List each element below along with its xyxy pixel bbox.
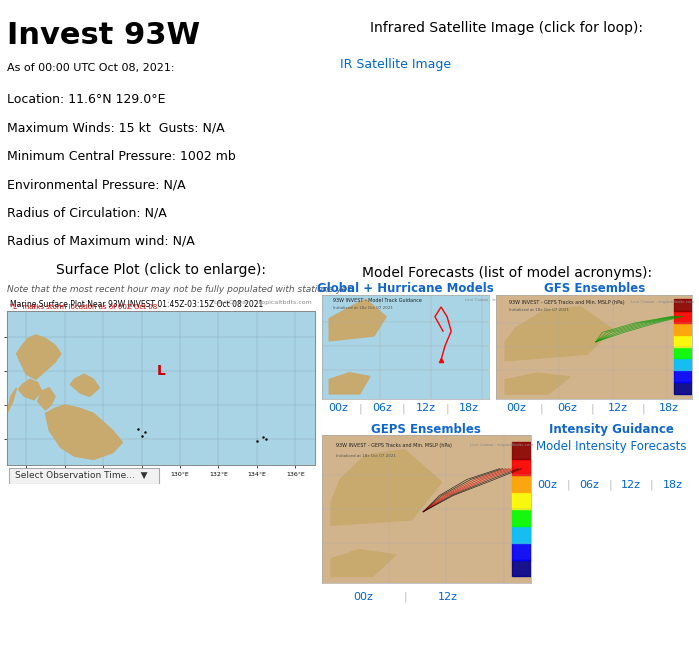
- Text: Initialized at 18z Oct 07 2021: Initialized at 18z Oct 07 2021: [333, 306, 394, 310]
- Text: "L" marks storm location as of 00Z Oct 08: "L" marks storm location as of 00Z Oct 0…: [10, 304, 157, 310]
- Text: Levi Cowan - tropicaltbdts.com: Levi Cowan - tropicaltbdts.com: [470, 443, 533, 447]
- Text: 00z: 00z: [354, 592, 373, 602]
- Polygon shape: [45, 405, 122, 459]
- Text: 00z: 00z: [506, 403, 526, 413]
- Bar: [512, 559, 531, 577]
- Text: 93W INVEST - GEFS Tracks and Min. MSLP (hPa): 93W INVEST - GEFS Tracks and Min. MSLP (…: [510, 301, 625, 305]
- Text: |: |: [402, 403, 405, 413]
- Text: 06z: 06z: [557, 403, 577, 413]
- Text: |: |: [650, 480, 654, 490]
- Text: Select Observation Time...  ▼: Select Observation Time... ▼: [15, 471, 147, 480]
- Text: 18z: 18z: [658, 403, 679, 413]
- Bar: [675, 335, 692, 347]
- Text: Initialized at 18z Oct 07 2021: Initialized at 18z Oct 07 2021: [336, 454, 396, 458]
- Bar: [675, 323, 692, 335]
- Polygon shape: [331, 450, 442, 525]
- Text: Levi Cowan - tropicaltbdts.com: Levi Cowan - tropicaltbdts.com: [465, 299, 528, 302]
- Text: As of 00:00 UTC Oct 08, 2021:: As of 00:00 UTC Oct 08, 2021:: [7, 63, 175, 73]
- Polygon shape: [329, 373, 370, 394]
- Text: Minimum Central Pressure: 1002 mb: Minimum Central Pressure: 1002 mb: [7, 150, 236, 163]
- Text: Levi Cowan - tropicaltbdts.com: Levi Cowan - tropicaltbdts.com: [214, 300, 312, 305]
- Text: 18z: 18z: [459, 403, 480, 413]
- Text: Initialized at 18z Oct 07 2021: Initialized at 18z Oct 07 2021: [510, 308, 570, 312]
- Bar: [512, 442, 531, 459]
- Text: |: |: [359, 403, 362, 413]
- Bar: [512, 526, 531, 543]
- Text: Note that the most recent hour may not be fully populated with stations yet.: Note that the most recent hour may not b…: [7, 285, 354, 294]
- Bar: [675, 358, 692, 370]
- Text: Model Forecasts (list of model acronyms):: Model Forecasts (list of model acronyms)…: [361, 266, 652, 280]
- Text: Intensity Guidance: Intensity Guidance: [549, 422, 674, 436]
- Text: |: |: [403, 592, 408, 602]
- Text: |: |: [566, 480, 570, 490]
- Polygon shape: [505, 307, 613, 361]
- Text: GFS Ensembles: GFS Ensembles: [544, 282, 644, 295]
- Text: 00z: 00z: [329, 403, 348, 413]
- Text: Radius of Circulation: N/A: Radius of Circulation: N/A: [7, 206, 167, 219]
- Text: Global + Hurricane Models: Global + Hurricane Models: [317, 282, 493, 295]
- Text: |: |: [445, 403, 449, 413]
- Text: |: |: [641, 403, 645, 413]
- Polygon shape: [17, 335, 61, 380]
- Text: 18z: 18z: [663, 480, 683, 490]
- Text: 12z: 12z: [607, 403, 628, 413]
- Text: Surface Plot (click to enlarge):: Surface Plot (click to enlarge):: [56, 263, 266, 277]
- Bar: [512, 492, 531, 509]
- Text: Levi Cowan - tropicaltbdts.com: Levi Cowan - tropicaltbdts.com: [631, 301, 695, 304]
- Text: Location: 11.6°N 129.0°E: Location: 11.6°N 129.0°E: [7, 94, 166, 106]
- Text: Marine Surface Plot Near 93W INVEST 01:45Z-03:15Z Oct 08 2021: Marine Surface Plot Near 93W INVEST 01:4…: [10, 300, 264, 309]
- Polygon shape: [329, 299, 386, 341]
- Bar: [512, 543, 531, 559]
- Text: Maximum Winds: 15 kt  Gusts: N/A: Maximum Winds: 15 kt Gusts: N/A: [7, 122, 224, 134]
- Bar: [675, 299, 692, 311]
- Bar: [675, 311, 692, 323]
- Text: 06z: 06z: [579, 480, 599, 490]
- Text: GEPS Ensembles: GEPS Ensembles: [371, 422, 482, 436]
- FancyBboxPatch shape: [8, 468, 159, 484]
- Bar: [512, 509, 531, 526]
- Bar: [512, 475, 531, 492]
- Bar: [675, 370, 692, 382]
- Text: IR Satellite Image: IR Satellite Image: [340, 58, 451, 71]
- Text: 12z: 12z: [415, 403, 435, 413]
- Polygon shape: [38, 387, 55, 410]
- Text: 00z: 00z: [538, 480, 557, 490]
- Text: Invest 93W: Invest 93W: [7, 20, 200, 49]
- Bar: [675, 382, 692, 394]
- Text: 12z: 12z: [621, 480, 641, 490]
- Text: |: |: [540, 403, 543, 413]
- Polygon shape: [331, 550, 396, 577]
- Text: 93W INVEST - Model Track Guidance: 93W INVEST - Model Track Guidance: [333, 299, 422, 303]
- Text: |: |: [591, 403, 594, 413]
- Text: Model Intensity Forecasts: Model Intensity Forecasts: [536, 440, 687, 453]
- Text: Infrared Satellite Image (click for loop):: Infrared Satellite Image (click for loop…: [370, 20, 643, 35]
- Polygon shape: [18, 380, 41, 400]
- Text: 06z: 06z: [372, 403, 392, 413]
- Bar: [512, 459, 531, 475]
- Polygon shape: [7, 387, 17, 413]
- Polygon shape: [505, 373, 570, 394]
- Polygon shape: [71, 374, 99, 396]
- Text: 93W INVEST - GEPS Tracks and Min. MSLP (hPa): 93W INVEST - GEPS Tracks and Min. MSLP (…: [336, 443, 452, 448]
- Text: |: |: [608, 480, 612, 490]
- Bar: [675, 347, 692, 358]
- Text: Environmental Pressure: N/A: Environmental Pressure: N/A: [7, 178, 186, 191]
- Text: 12z: 12z: [438, 592, 457, 602]
- Text: Radius of Maximum wind: N/A: Radius of Maximum wind: N/A: [7, 235, 195, 248]
- Text: L: L: [157, 364, 165, 378]
